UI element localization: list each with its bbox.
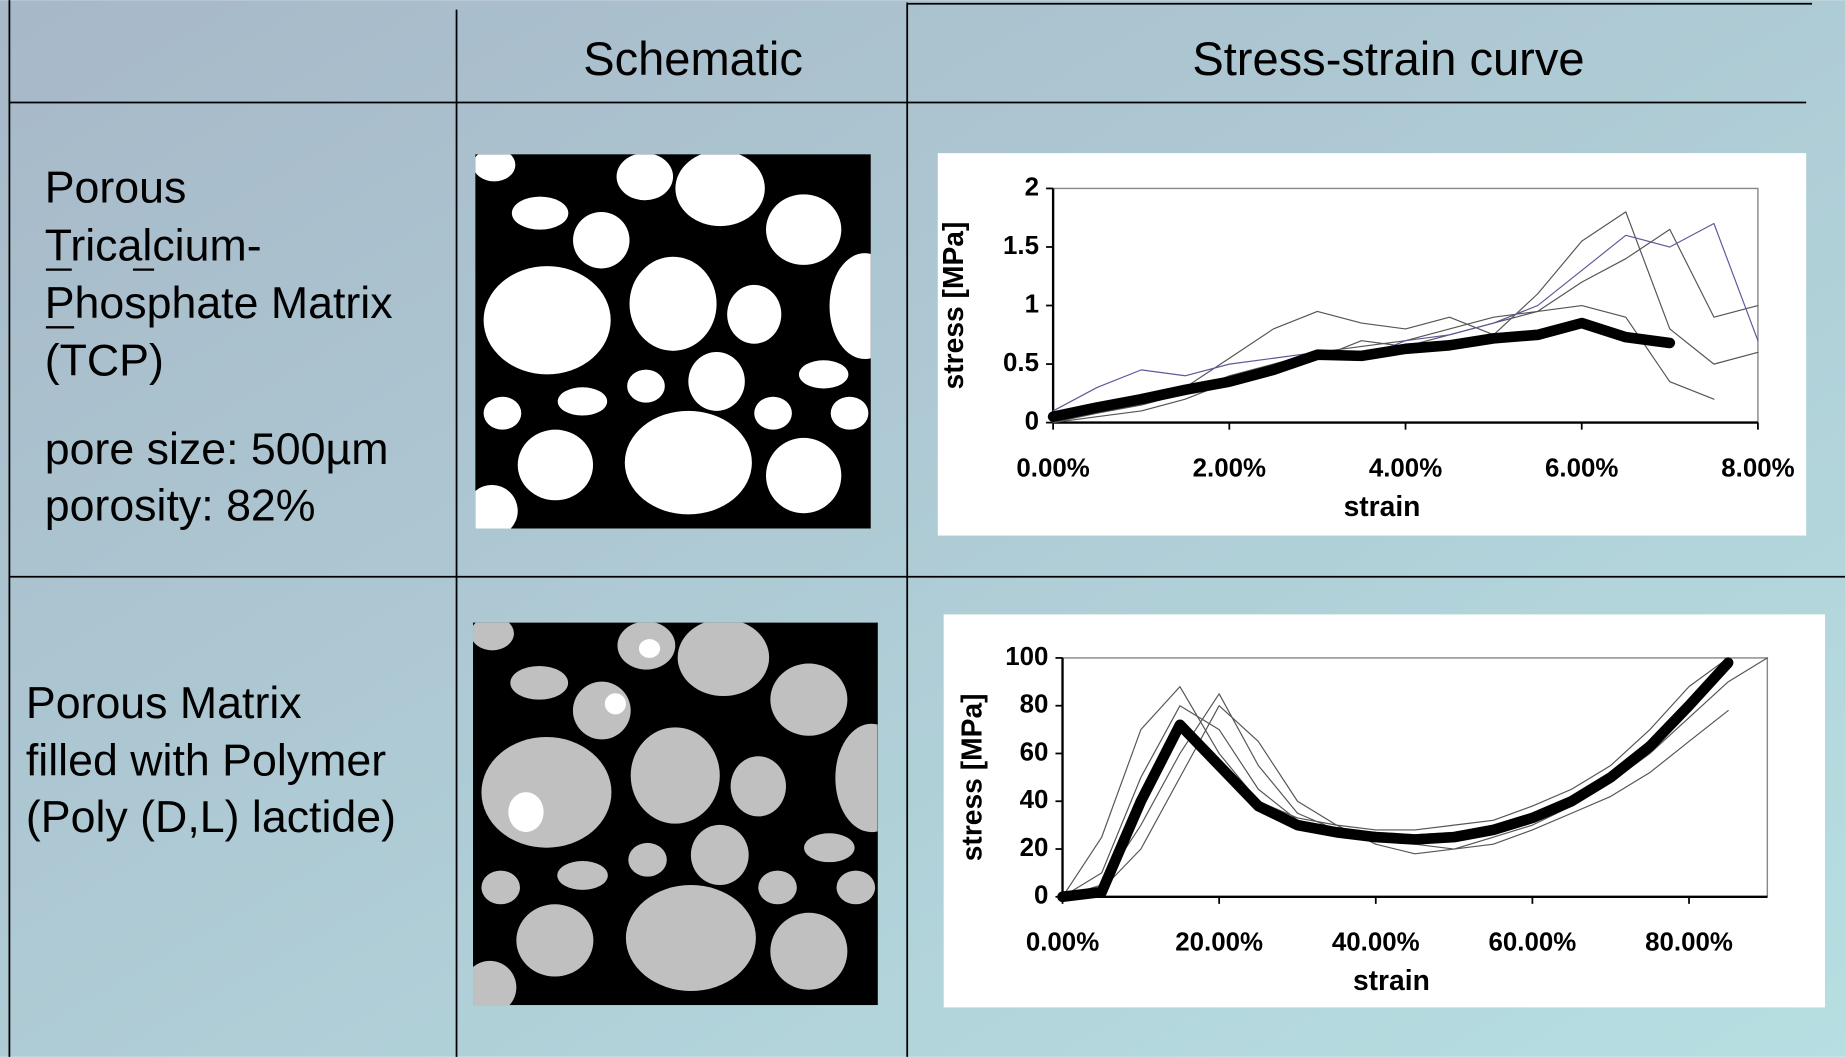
header: Schematic [583, 32, 803, 85]
series-line [1061, 705, 1729, 898]
x-tick-label: 8.00% [1721, 455, 1794, 483]
series-line [1057, 657, 1734, 903]
row-label: Tricalcium- [45, 221, 262, 270]
y-tick-label: 1 [1025, 290, 1039, 318]
y-tick-label: 0.5 [1003, 349, 1039, 377]
series-line [1061, 657, 1729, 898]
x-tick-label: 6.00% [1545, 455, 1618, 483]
header: Stress-strain curve [1192, 32, 1584, 85]
y-tick-label: 80 [1020, 691, 1049, 719]
table-rules [8, 0, 1845, 1057]
x-tick-label: 60.00% [1489, 929, 1577, 957]
charts: 00.511.520.00% 2.00% 4.00% 6.00% 8.00%strain… [937, 173, 1795, 996]
y-axis-label: stress [MPa] [956, 693, 988, 861]
x-tick-label: 0.00% [1016, 455, 1089, 483]
x-tick-label: 40.00% [1332, 929, 1420, 957]
y-tick-label: 0 [1034, 882, 1048, 910]
y-tick-label: 40 [1020, 786, 1049, 814]
row-label: (Poly (D,L) lactide) [26, 793, 396, 842]
row-detail: pore size: 500µm [45, 425, 389, 474]
x-tick-label: 0.00% [1026, 929, 1099, 957]
x-tick-label: 20.00% [1175, 929, 1263, 957]
row-label: filled with Polymer [26, 737, 386, 786]
row-label: Porous [45, 164, 187, 213]
row-label: Porous Matrix [26, 679, 302, 728]
row-label: (TCP) [45, 337, 164, 386]
schematic-polymer [473, 622, 878, 1006]
y-tick-label: 100 [1005, 643, 1048, 671]
x-tick-label: 4.00% [1369, 455, 1442, 483]
row-detail: porosity: 82% [45, 481, 316, 530]
series-line [1052, 222, 1759, 412]
row-label: Phosphate Matrix [45, 279, 393, 328]
underlines [45, 268, 155, 329]
y-tick-label: 1.5 [1003, 232, 1039, 260]
y-tick-label: 2 [1025, 173, 1039, 201]
x-axis-label: strain [1344, 490, 1421, 522]
x-tick-label: 80.00% [1645, 929, 1733, 957]
y-tick-label: 60 [1020, 738, 1049, 766]
series-line [1047, 317, 1676, 423]
y-tick-label: 20 [1020, 834, 1049, 862]
x-axis-label: strain [1353, 964, 1430, 996]
schematic-tcp [475, 154, 871, 529]
y-axis-label: stress [MPa] [937, 222, 969, 390]
chart-panel [943, 614, 1825, 1008]
y-tick-label: 0 [1025, 407, 1039, 435]
x-tick-label: 2.00% [1193, 455, 1266, 483]
